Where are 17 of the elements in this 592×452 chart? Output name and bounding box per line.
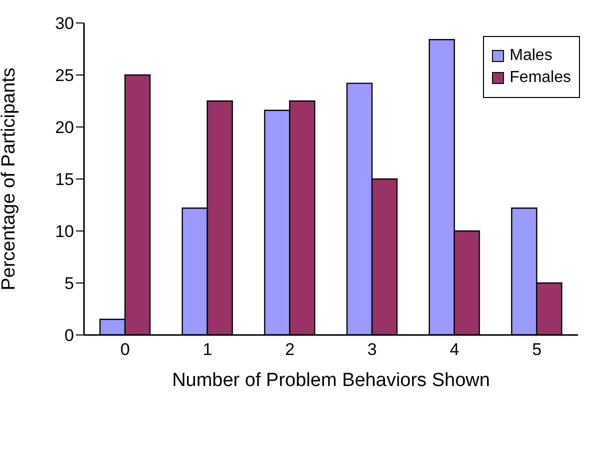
y-tick-label: 0 (64, 326, 74, 346)
x-tick-label: 3 (367, 340, 377, 360)
x-tick-label: 5 (532, 340, 542, 360)
x-tick-label: 1 (202, 340, 212, 360)
y-tick-label: 25 (55, 66, 74, 86)
legend-label: Females (510, 69, 571, 87)
y-axis-title: Percentage of Participants (0, 68, 20, 290)
legend-label: Males (510, 47, 552, 65)
y-tick-label: 15 (55, 170, 74, 190)
y-tick-label: 30 (55, 14, 74, 34)
y-tick-label: 20 (55, 118, 74, 138)
x-tick-label: 4 (450, 340, 460, 360)
x-axis-title: Number of Problem Behaviors Shown (172, 370, 490, 391)
y-tick-label: 10 (55, 222, 74, 242)
x-tick-label: 2 (285, 340, 295, 360)
y-tick-label: 5 (64, 274, 74, 294)
x-tick-label: 0 (120, 340, 130, 360)
